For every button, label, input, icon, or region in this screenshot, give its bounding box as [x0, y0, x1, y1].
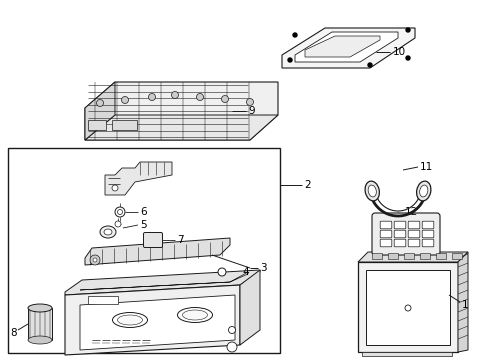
Bar [403, 253, 413, 259]
Circle shape [171, 91, 178, 99]
Circle shape [93, 258, 97, 262]
Circle shape [405, 56, 409, 60]
Polygon shape [65, 270, 260, 295]
Polygon shape [80, 272, 247, 290]
Text: 10: 10 [392, 47, 406, 57]
Bar [8, 148, 280, 353]
Bar [451, 253, 461, 259]
Polygon shape [65, 285, 240, 355]
Ellipse shape [28, 336, 52, 344]
Text: 8: 8 [10, 328, 17, 338]
Text: 12: 12 [404, 207, 417, 217]
FancyBboxPatch shape [407, 230, 419, 238]
Ellipse shape [182, 310, 207, 320]
Circle shape [115, 207, 125, 217]
FancyBboxPatch shape [380, 230, 391, 238]
Circle shape [196, 94, 203, 100]
Text: 6: 6 [140, 207, 146, 217]
Circle shape [367, 63, 371, 67]
Text: 11: 11 [419, 162, 432, 172]
Bar [88, 296, 118, 304]
Text: 3: 3 [260, 263, 266, 273]
Ellipse shape [367, 185, 376, 197]
Circle shape [117, 210, 122, 215]
Ellipse shape [419, 185, 427, 197]
Ellipse shape [104, 229, 112, 235]
Ellipse shape [117, 315, 142, 325]
Polygon shape [357, 262, 457, 352]
Bar [387, 253, 397, 259]
Circle shape [115, 221, 121, 227]
Circle shape [112, 185, 118, 191]
Bar [419, 253, 429, 259]
Text: 4: 4 [242, 267, 248, 277]
Polygon shape [240, 270, 260, 345]
Circle shape [404, 305, 410, 311]
Polygon shape [365, 270, 449, 345]
Bar [112, 120, 137, 130]
Polygon shape [361, 352, 451, 356]
FancyBboxPatch shape [407, 239, 419, 247]
Polygon shape [85, 115, 278, 140]
Circle shape [246, 99, 253, 105]
FancyBboxPatch shape [143, 233, 162, 248]
Ellipse shape [100, 226, 116, 238]
Bar [371, 253, 381, 259]
Text: 5: 5 [140, 220, 146, 230]
Circle shape [221, 95, 228, 103]
FancyBboxPatch shape [421, 221, 433, 229]
Bar [88, 120, 106, 130]
Polygon shape [457, 252, 467, 352]
Polygon shape [105, 162, 172, 195]
Ellipse shape [112, 312, 147, 328]
Text: 1: 1 [461, 300, 468, 310]
Polygon shape [28, 308, 52, 340]
Circle shape [96, 99, 103, 107]
Ellipse shape [365, 181, 379, 201]
Polygon shape [85, 82, 115, 140]
FancyBboxPatch shape [421, 239, 433, 247]
FancyBboxPatch shape [421, 230, 433, 238]
Circle shape [292, 33, 296, 37]
FancyBboxPatch shape [393, 221, 405, 229]
Polygon shape [85, 238, 229, 265]
Polygon shape [80, 295, 235, 350]
Text: 7: 7 [177, 235, 183, 245]
Text: 9: 9 [247, 106, 254, 116]
FancyBboxPatch shape [380, 239, 391, 247]
Polygon shape [294, 32, 397, 62]
Ellipse shape [177, 307, 212, 323]
FancyBboxPatch shape [407, 221, 419, 229]
Circle shape [218, 268, 225, 276]
Circle shape [405, 28, 409, 32]
FancyBboxPatch shape [393, 230, 405, 238]
Polygon shape [85, 82, 278, 140]
FancyBboxPatch shape [380, 221, 391, 229]
Polygon shape [357, 252, 467, 262]
Text: 2: 2 [304, 180, 310, 190]
Polygon shape [282, 28, 414, 68]
Circle shape [287, 58, 291, 62]
FancyBboxPatch shape [371, 213, 439, 255]
Bar [435, 253, 445, 259]
FancyBboxPatch shape [393, 239, 405, 247]
Circle shape [121, 96, 128, 104]
Circle shape [90, 255, 100, 265]
Circle shape [228, 327, 235, 333]
Ellipse shape [416, 181, 430, 201]
Ellipse shape [28, 304, 52, 312]
Circle shape [148, 94, 155, 100]
Circle shape [226, 342, 237, 352]
Polygon shape [305, 36, 379, 57]
